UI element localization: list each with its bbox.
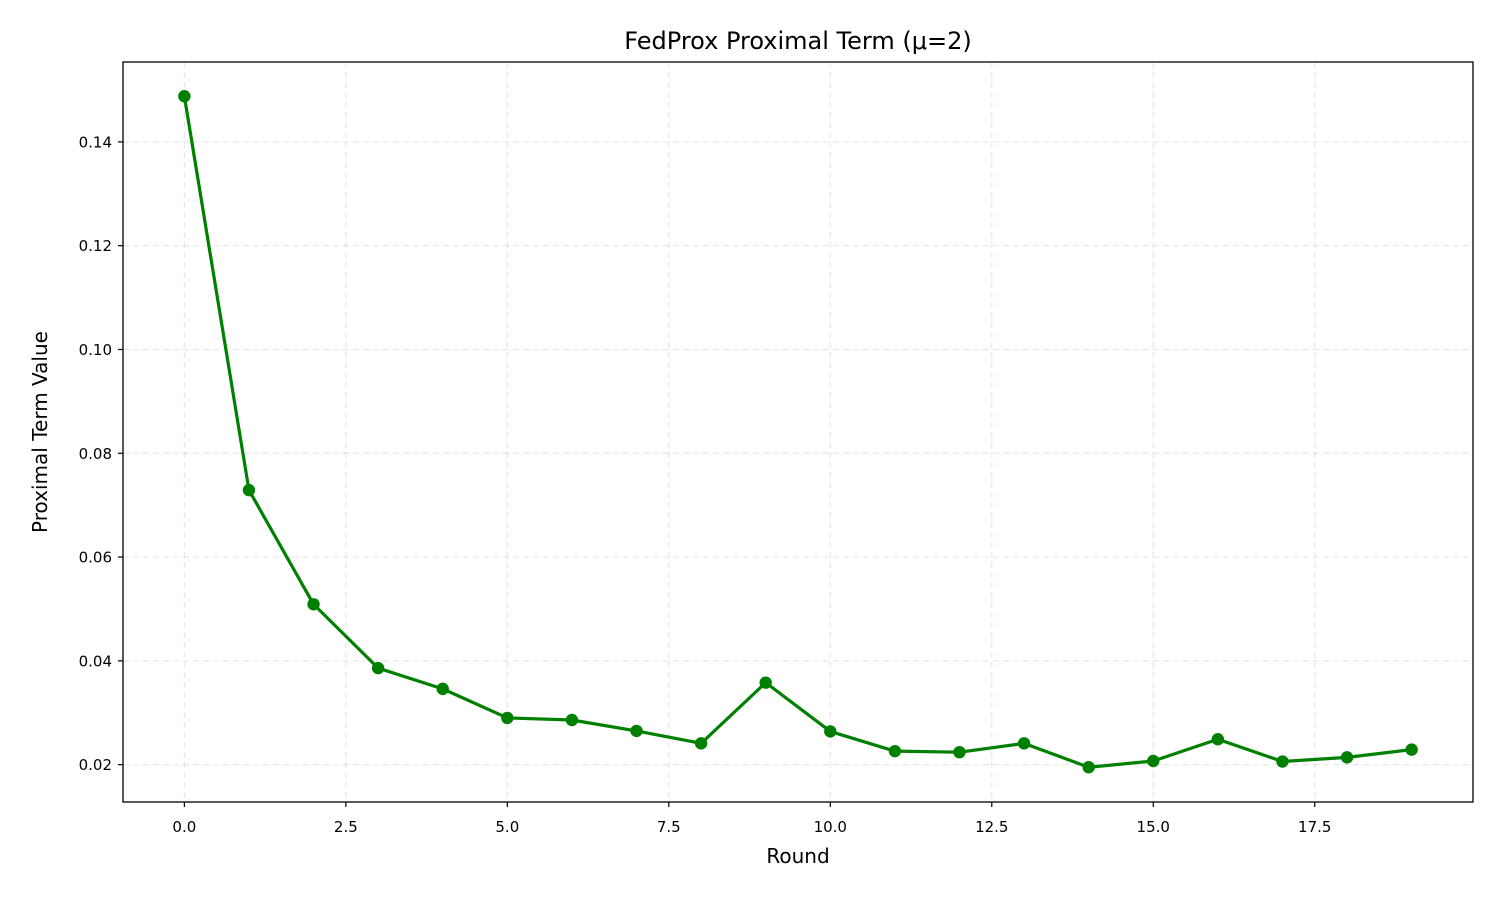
data-point [565,713,579,727]
x-tick-label: 15.0 [1137,818,1170,836]
series-line [182,94,1414,769]
chart-title: FedProx Proximal Term (μ=2) [624,27,971,55]
y-tick-label: 0.02 [79,756,112,774]
data-point [1276,755,1289,768]
y-tick-label: 0.14 [79,133,112,151]
plot-frame [122,61,1474,803]
data-point [824,725,837,738]
data-point [1147,754,1160,768]
x-tick-label: 7.5 [657,818,681,836]
data-point [436,682,449,696]
data-point [307,598,320,611]
data-point [1405,743,1418,756]
y-tick-label: 0.06 [79,549,112,567]
data-point [759,676,772,689]
data-point [694,737,708,750]
x-tick-label: 17.5 [1298,818,1331,836]
x-tick-label: 2.5 [334,818,358,836]
data-point [888,744,902,758]
x-axis-label: Round [766,844,829,868]
x-tick-label: 12.5 [975,818,1008,836]
data-point [242,483,256,497]
grid [123,62,1473,802]
data-point [501,711,514,725]
x-tick-label: 5.0 [495,818,519,836]
data-point [371,661,385,675]
data-point [178,90,191,103]
data-point [1340,751,1354,764]
y-tick-label: 0.08 [79,445,112,463]
data-point [630,724,643,738]
y-tick-label: 0.10 [79,341,112,359]
x-tick-label: 0.0 [172,818,196,836]
y-tick-label: 0.12 [79,237,112,255]
data-point [1017,737,1031,750]
data-point [1211,733,1225,746]
data-point [1082,761,1095,774]
x-tick-label: 10.0 [814,818,847,836]
series [178,90,1418,774]
ticks: 0.0 2.5 5.0 7.5 10.0 12.5 15.0 17.5 0.02 0.04 0.06… [79,133,1332,836]
y-tick-label: 0.04 [79,652,112,670]
y-axis-label: Proximal Term Value [28,331,52,533]
data-point [953,745,966,759]
